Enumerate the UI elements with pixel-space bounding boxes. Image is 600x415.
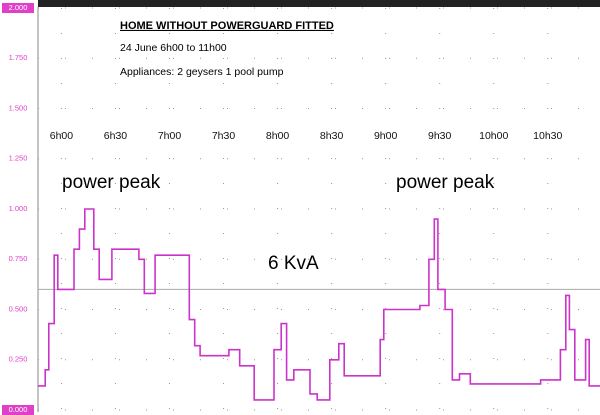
y-tick-label: 0.500 <box>9 304 28 313</box>
x-tick-label: 8h00 <box>266 130 290 142</box>
x-tick-label: 6h30 <box>104 130 128 142</box>
x-tick-label: 9h30 <box>428 130 452 142</box>
y-tick-label: 1.750 <box>9 53 28 62</box>
x-tick-label: 6h00 <box>50 130 74 142</box>
top-bar <box>38 0 600 7</box>
x-tick-label: 7h30 <box>212 130 236 142</box>
annotation: power peak <box>396 172 495 193</box>
y-tick-label: 1.250 <box>9 154 28 163</box>
y-tick-label: 1.000 <box>9 204 28 213</box>
data-line <box>38 208 600 401</box>
y-tick-label: 0.250 <box>9 355 28 364</box>
y-tick-highlight <box>2 405 34 415</box>
annotation: Appliances: 2 geysers 1 pool pump <box>120 66 284 78</box>
x-tick-label: 8h30 <box>320 130 344 142</box>
y-tick-label: 2.000 <box>9 3 28 12</box>
chart-title: HOME WITHOUT POWERGUARD FITTED <box>120 20 334 32</box>
y-tick-highlight <box>2 3 34 13</box>
y-tick-label: 0.750 <box>9 254 28 263</box>
y-tick-label: 0.000 <box>9 405 28 414</box>
threshold-label: 6 KvA <box>268 253 319 274</box>
chart-subtitle: 24 June 6h00 to 11h00 <box>120 42 227 54</box>
x-tick-label: 10h30 <box>533 130 562 142</box>
x-tick-label: 9h00 <box>374 130 398 142</box>
annotation: power peak <box>62 172 161 193</box>
x-tick-label: 10h00 <box>479 130 508 142</box>
y-tick-label: 1.500 <box>9 103 28 112</box>
x-tick-label: 7h00 <box>158 130 182 142</box>
